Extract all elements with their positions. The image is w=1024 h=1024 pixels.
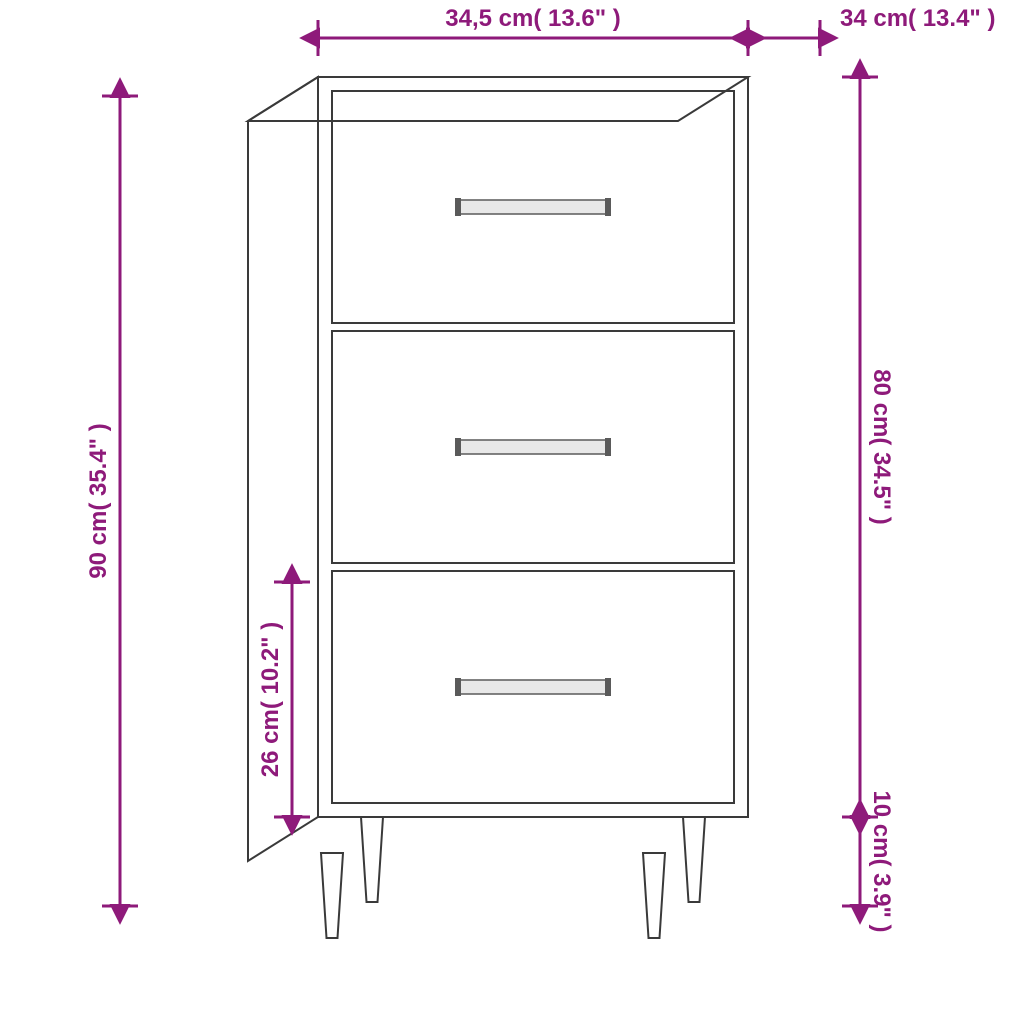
drawer-handle [458,200,608,214]
dimension-label: 34 cm( 13.4" ) [840,5,995,32]
dimension-diagram: 34,5 cm( 13.6" ) 34 cm( 13.4" ) 90 cm( 35.… [0,0,1024,1024]
dimension-label: 26 cm( 10.2" ) [257,622,284,777]
drawer-handle [458,680,608,694]
dimension-label: 10 cm( 3.9" ) [868,790,895,932]
cabinet-leg [361,817,383,902]
cabinet-leg [643,853,665,938]
dimension-label: 80 cm( 34.5" ) [868,369,895,524]
cabinet-leg [321,853,343,938]
drawer-handle [458,440,608,454]
dimension-label: 90 cm( 35.4" ) [85,423,112,578]
dimension-label: 34,5 cm( 13.6" ) [445,5,620,32]
cabinet-leg [683,817,705,902]
